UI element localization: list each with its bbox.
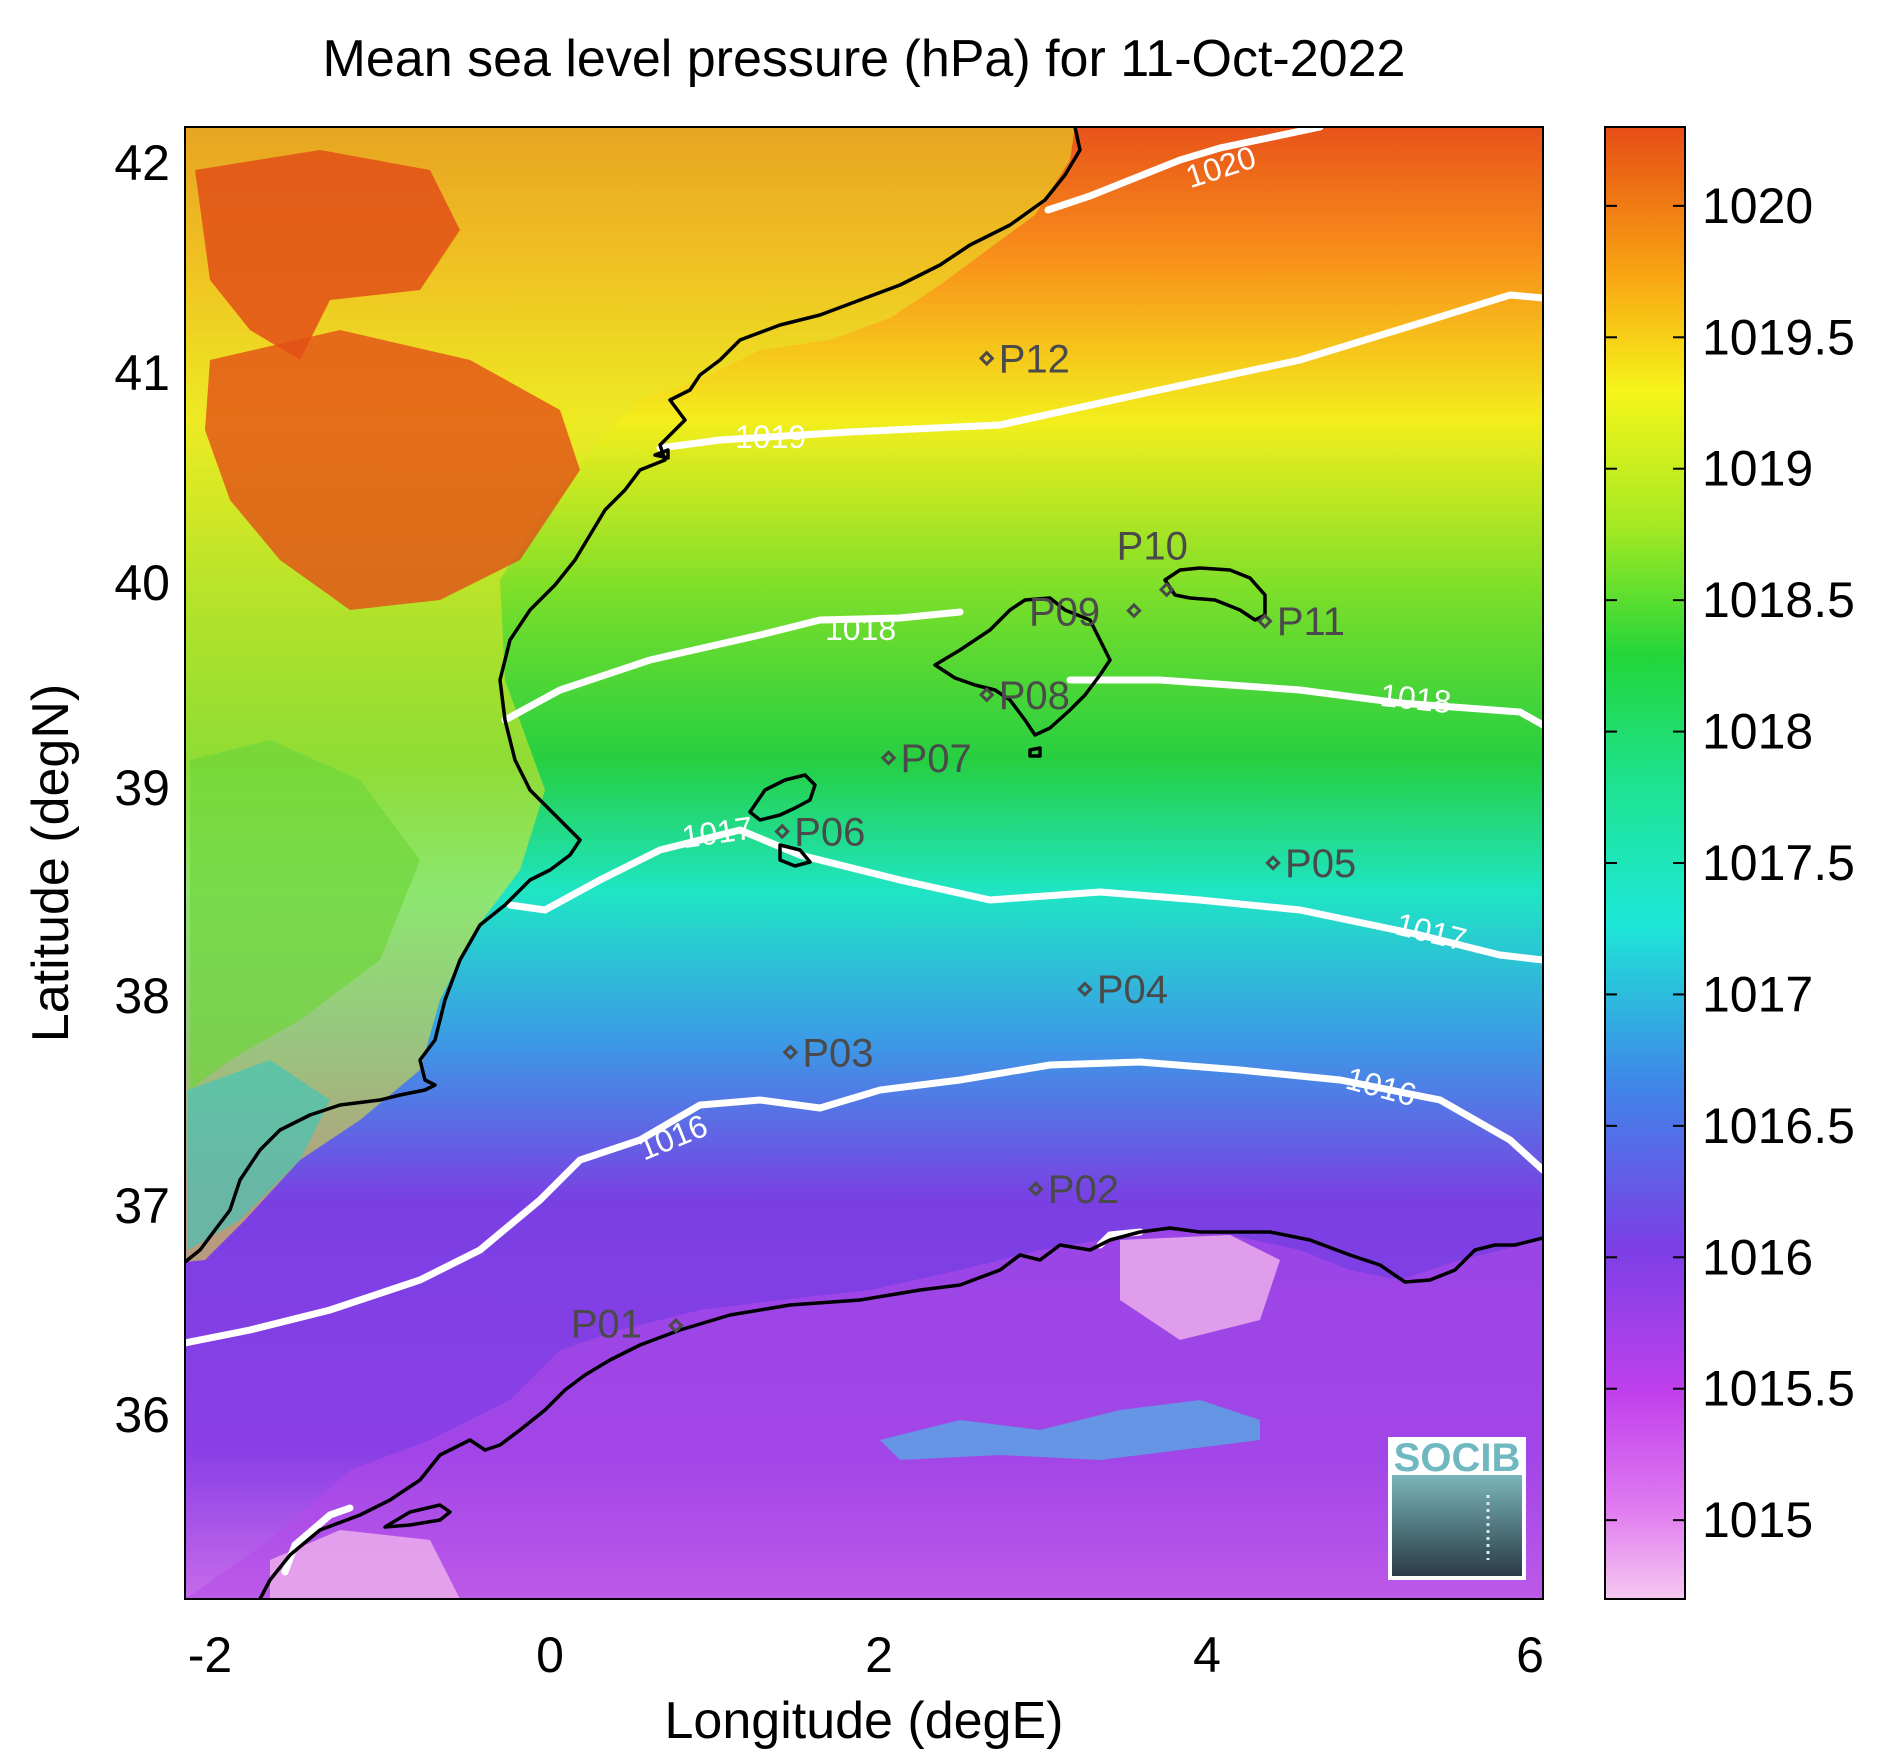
contour-1018-east [1066, 676, 1543, 729]
station-label: P07 [901, 737, 972, 781]
colorbar-ticks: 1020 1019.5 1019 1018.5 1018 1017.5 1017 1016.5… [1605, 178, 1855, 1548]
columbretes-coast [653, 448, 670, 460]
contour-1015-sw [281, 1504, 354, 1576]
iberia-green-zone [190, 740, 420, 1090]
station-marker [1126, 602, 1142, 619]
iberia-plateau [205, 330, 580, 610]
station-marker [782, 1044, 799, 1061]
colorbar-tick-label: 1018.5 [1702, 572, 1855, 628]
formentera-coast [778, 843, 812, 868]
y-tick-label: 40 [114, 555, 170, 611]
station-marker [978, 686, 995, 703]
station-label: P12 [999, 337, 1070, 381]
cabrera-coast [1028, 746, 1042, 758]
colorbar-tick-label: 1017.5 [1702, 835, 1855, 891]
colorbar-tick-label: 1016 [1702, 1229, 1813, 1285]
contour-lines [185, 127, 1543, 1576]
chart-title: Mean sea level pressure (hPa) for 11-Oct… [323, 30, 1406, 88]
colorbar-tick-label: 1015.5 [1702, 1361, 1855, 1417]
contour-1018-west [501, 608, 964, 724]
station-label: P06 [794, 810, 865, 854]
iberia-coastline [185, 127, 1082, 1264]
x-axis: -2 0 2 4 6 Longitude (degE) [188, 1627, 1544, 1750]
x-tick-label: 0 [536, 1627, 564, 1683]
station-marker [1158, 581, 1175, 598]
colorbar: 1020 1019.5 1019 1018.5 1018 1017.5 1017 1016.5… [1604, 126, 1855, 1600]
contour-label-1018-west: 1018 [825, 611, 896, 647]
station-label: P08 [999, 674, 1070, 718]
x-tick-label: 6 [1516, 1627, 1544, 1683]
colorbar-tick-label: 1017 [1702, 966, 1813, 1022]
station-marker [880, 750, 897, 766]
map-frame [184, 126, 1544, 1600]
colorbar-tick-label: 1020 [1702, 178, 1813, 234]
africa-pale-zone [1120, 1235, 1280, 1340]
station-label: P04 [1097, 968, 1168, 1012]
station-marker [1077, 981, 1093, 997]
africa-cyan-patches [880, 1400, 1260, 1460]
contour-1017 [506, 826, 1543, 964]
station-marker [1257, 613, 1273, 629]
iberia-highlands [195, 150, 460, 360]
station-markers: P01 P02 P03 P04 P05 P06 P07 P08 P09 P10 P11 P12 [571, 337, 1356, 1346]
station-label: P02 [1048, 1168, 1119, 1212]
mallorca-coast [933, 596, 1112, 737]
station-label: P01 [571, 1303, 642, 1347]
y-axis-label: Latitude (degN) [22, 684, 80, 1042]
colorbar-gradient [1604, 126, 1686, 1600]
colorbar-tick-label: 1019.5 [1702, 309, 1855, 365]
contour-label-1018-east: 1018 [1378, 677, 1453, 720]
y-tick-label: 42 [114, 135, 170, 191]
africa-pale-zone-west [270, 1530, 460, 1599]
moroccan-lake-coast [383, 1503, 452, 1529]
colorbar-tick-label: 1015 [1702, 1492, 1813, 1548]
logo-text: SOCIB [1394, 1436, 1521, 1480]
y-tick-label: 41 [114, 345, 170, 401]
station-marker [978, 350, 995, 367]
x-tick-label: 4 [1193, 1627, 1221, 1683]
y-tick-label: 38 [114, 968, 170, 1024]
station-label: P11 [1277, 600, 1345, 644]
iberia-south-zone [188, 1060, 330, 1250]
y-axis: 42 41 40 39 38 37 36 Latitude (degN) [22, 135, 170, 1443]
station-marker [1028, 1181, 1044, 1197]
colorbar-tick-label: 1016.5 [1702, 1098, 1855, 1154]
socib-logo: SOCIB [1388, 1436, 1526, 1580]
map-area: 1020 1019 1018 1018 1017 1017 1016 1016 … [185, 127, 1543, 1599]
station-marker [1265, 855, 1281, 871]
station-label: P03 [802, 1031, 873, 1075]
station-label: P09 [1029, 591, 1100, 635]
y-tick-label: 36 [114, 1387, 170, 1443]
x-axis-label: Longitude (degE) [665, 1692, 1064, 1750]
coastlines [185, 127, 1543, 1599]
africa-coastline [258, 1226, 1543, 1599]
station-marker [774, 823, 790, 840]
y-tick-label: 37 [114, 1178, 170, 1234]
ibiza-coast [748, 773, 817, 822]
y-tick-label: 39 [114, 760, 170, 816]
x-tick-label: 2 [865, 1627, 893, 1683]
station-marker [668, 1317, 684, 1334]
station-label: P05 [1285, 842, 1356, 886]
contour-1020 [1044, 127, 1324, 214]
station-label: P10 [1117, 525, 1188, 569]
x-tick-label: -2 [188, 1627, 232, 1683]
contour-label-1019: 1019 [735, 419, 806, 455]
colorbar-tick-label: 1018 [1702, 704, 1813, 760]
colorbar-tick-label: 1019 [1702, 441, 1813, 497]
contour-1019 [656, 291, 1543, 452]
contour-1016 [185, 1058, 1543, 1347]
